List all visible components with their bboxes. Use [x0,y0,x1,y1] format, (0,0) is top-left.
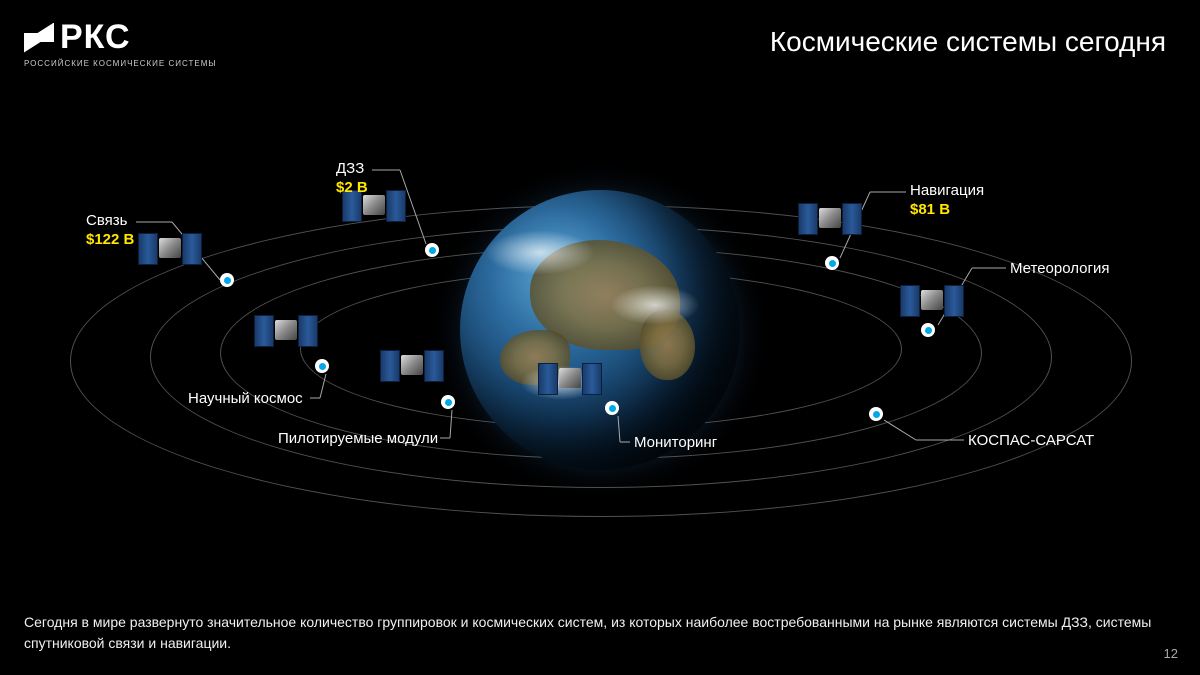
label-name: ДЗЗ [336,160,368,177]
label-name: Связь [86,212,134,229]
label-name: Пилотируемые модули [278,430,438,447]
label-name: Мониторинг [634,434,717,451]
label-name: Научный космос [188,390,303,407]
marker-kospas [869,407,883,421]
label-crewed: Пилотируемые модули [278,430,438,447]
earth-globe [460,190,740,470]
satellite-comm [140,226,200,270]
label-kospas: КОСПАС-САРСАТ [968,432,1094,449]
label-name: КОСПАС-САРСАТ [968,432,1094,449]
footer-text: Сегодня в мире развернуто значительное к… [24,612,1160,653]
label-science: Научный космос [188,390,303,407]
label-dzz: ДЗЗ $2 B [336,160,368,196]
label-nav: Навигация $81 B [910,182,984,218]
label-name: Метеорология [1010,260,1110,277]
satellite-crewed [382,343,442,387]
marker-monitor [605,401,619,415]
satellite-meteo [902,278,962,322]
orbit-diagram: Связь $122 B ДЗЗ $2 B Навигация $81 B Метеорол… [0,0,1200,675]
label-monitor: Мониторинг [634,434,717,451]
satellite-nav [800,196,860,240]
label-value: $2 B [336,179,368,196]
page-number: 12 [1164,646,1178,661]
marker-nav [825,256,839,270]
label-comm: Связь $122 B [86,212,134,248]
label-value: $122 B [86,231,134,248]
satellite-monitor [540,356,600,400]
marker-meteo [921,323,935,337]
marker-comm [220,273,234,287]
label-name: Навигация [910,182,984,199]
label-meteo: Метеорология [1010,260,1110,277]
marker-science [315,359,329,373]
satellite-science [256,308,316,352]
label-value: $81 B [910,201,984,218]
marker-dzz [425,243,439,257]
marker-crewed [441,395,455,409]
